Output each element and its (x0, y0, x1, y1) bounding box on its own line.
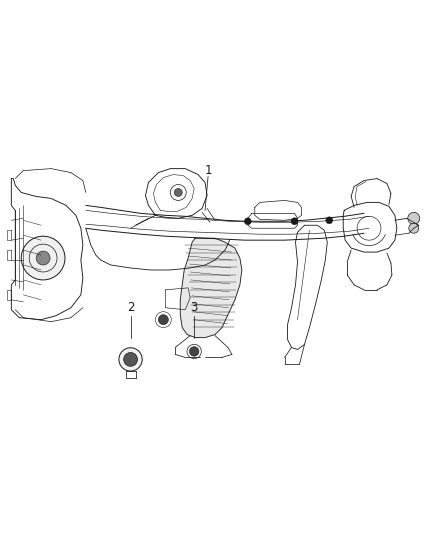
Circle shape (21, 236, 65, 280)
Circle shape (189, 346, 199, 356)
Circle shape (408, 212, 420, 224)
Circle shape (159, 314, 168, 325)
Circle shape (119, 348, 142, 371)
Polygon shape (180, 238, 242, 337)
Circle shape (174, 189, 182, 197)
Circle shape (409, 223, 419, 233)
Circle shape (326, 217, 333, 224)
Circle shape (124, 352, 138, 366)
Circle shape (36, 251, 50, 265)
Circle shape (291, 218, 298, 225)
Text: 2: 2 (127, 301, 134, 314)
Text: 1: 1 (204, 164, 212, 177)
Circle shape (244, 218, 251, 225)
Text: 3: 3 (191, 301, 198, 314)
